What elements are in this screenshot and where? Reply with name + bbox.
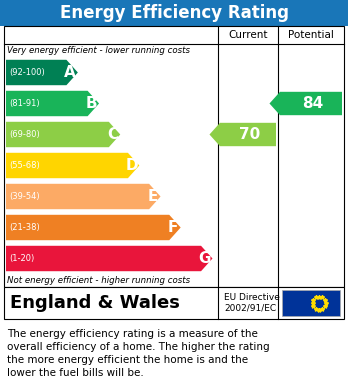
Text: overall efficiency of a home. The higher the rating: overall efficiency of a home. The higher… <box>7 342 270 352</box>
Polygon shape <box>6 215 181 240</box>
Text: (69-80): (69-80) <box>9 130 40 139</box>
Text: 84: 84 <box>302 96 324 111</box>
Text: F: F <box>168 220 178 235</box>
Polygon shape <box>6 122 120 147</box>
Polygon shape <box>209 123 276 146</box>
Text: (81-91): (81-91) <box>9 99 40 108</box>
Polygon shape <box>6 153 139 178</box>
Polygon shape <box>269 92 342 115</box>
Text: 70: 70 <box>239 127 261 142</box>
Text: 2002/91/EC: 2002/91/EC <box>224 303 276 312</box>
Text: B: B <box>86 96 97 111</box>
Text: (55-68): (55-68) <box>9 161 40 170</box>
Bar <box>4 26 344 287</box>
Polygon shape <box>6 246 213 271</box>
Bar <box>282 290 340 316</box>
Text: England & Wales: England & Wales <box>10 294 180 312</box>
Text: The energy efficiency rating is a measure of the: The energy efficiency rating is a measur… <box>7 329 258 339</box>
Text: G: G <box>199 251 211 266</box>
Text: lower the fuel bills will be.: lower the fuel bills will be. <box>7 368 144 378</box>
Text: Energy Efficiency Rating: Energy Efficiency Rating <box>60 4 288 22</box>
Text: Potential: Potential <box>288 30 334 40</box>
Text: Current: Current <box>228 30 268 40</box>
Bar <box>4 287 344 319</box>
Text: (39-54): (39-54) <box>9 192 40 201</box>
Text: (21-38): (21-38) <box>9 223 40 232</box>
Text: (1-20): (1-20) <box>9 254 34 263</box>
Text: (92-100): (92-100) <box>9 68 45 77</box>
Text: the more energy efficient the home is and the: the more energy efficient the home is an… <box>7 355 248 365</box>
Polygon shape <box>6 91 99 116</box>
Text: Very energy efficient - lower running costs: Very energy efficient - lower running co… <box>7 46 190 55</box>
Text: E: E <box>148 189 158 204</box>
Text: EU Directive: EU Directive <box>224 294 280 303</box>
Text: A: A <box>64 65 76 80</box>
Text: Not energy efficient - higher running costs: Not energy efficient - higher running co… <box>7 276 190 285</box>
Polygon shape <box>6 184 160 209</box>
Polygon shape <box>6 60 78 85</box>
Text: D: D <box>125 158 138 173</box>
Bar <box>0 0 348 26</box>
Text: C: C <box>107 127 118 142</box>
